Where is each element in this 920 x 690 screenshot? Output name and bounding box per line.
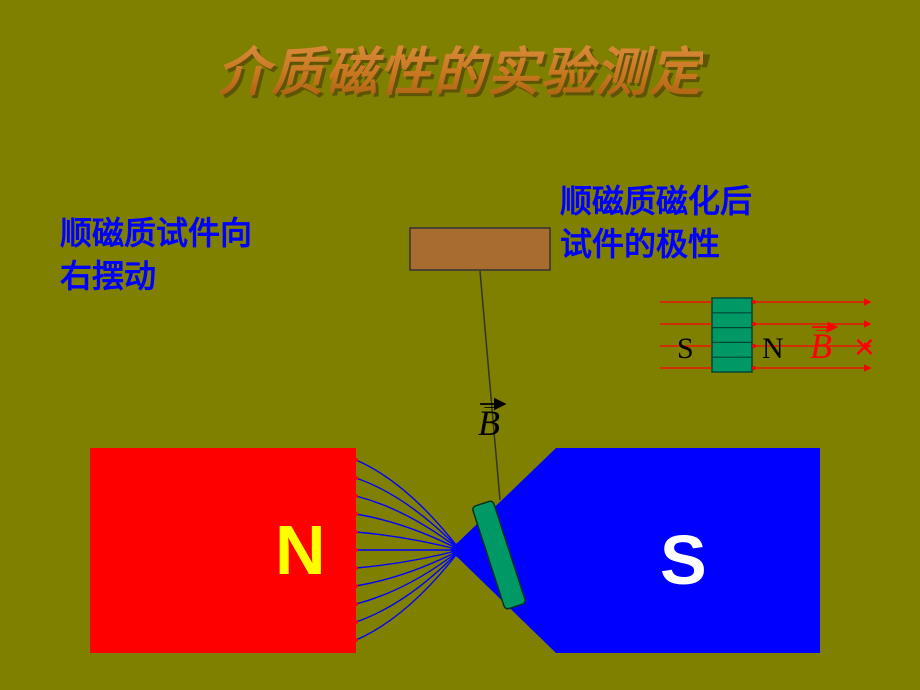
field-line-origin-dot [354,584,358,588]
small-field-dot [752,322,756,326]
small-field-dot [752,366,756,370]
magnet-n-label: N [275,510,326,590]
field-line [356,550,460,586]
field-line [356,514,460,550]
x-mark: × [854,326,875,368]
field-line-origin-dot [354,548,358,552]
b-vector-main: →B [478,402,500,444]
field-line-origin-dot [354,476,358,480]
small-n-label: N [762,332,784,366]
small-field-dot [752,344,756,348]
b-vector-small: →B [810,325,832,367]
specimen-small [712,298,752,372]
small-s-label: S [677,332,694,366]
small-field-dot [752,300,756,304]
field-line-origin-dot [354,566,358,570]
field-line-origin-dot [354,494,358,498]
field-line-origin-dot [354,530,358,534]
field-line-origin-dot [354,458,358,462]
field-line-origin-dot [354,620,358,624]
support-block [410,228,550,270]
suspension-string [480,271,500,500]
field-line-origin-dot [354,638,358,642]
magnet-s-label: S [660,520,707,600]
field-line-origin-dot [354,602,358,606]
field-line-origin-dot [354,512,358,516]
